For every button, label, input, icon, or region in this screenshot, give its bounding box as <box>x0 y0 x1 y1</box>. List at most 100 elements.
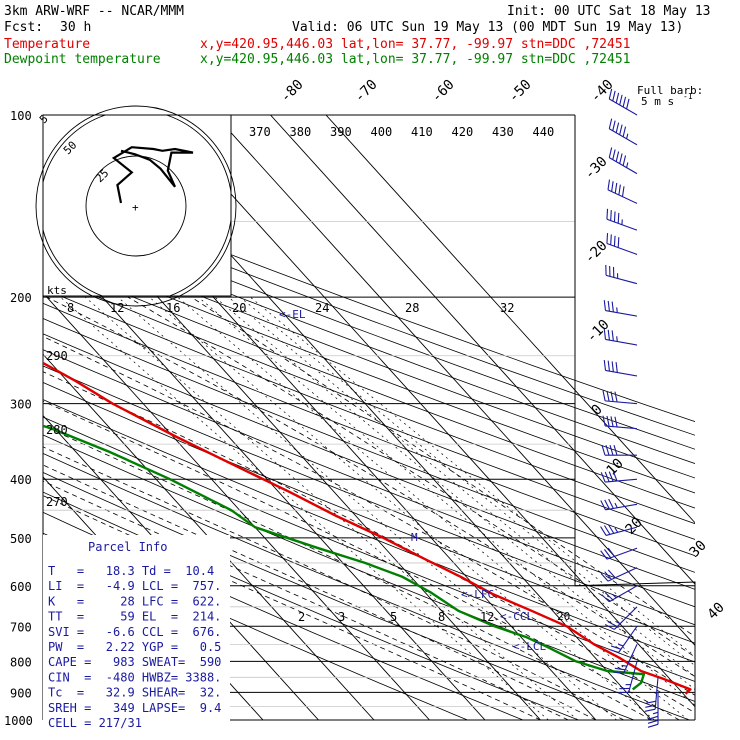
dewpoint-profile-line <box>43 424 646 691</box>
mixing-ratio-line <box>84 296 579 720</box>
wind-barb-full <box>613 211 616 222</box>
mixing-ratio-line <box>239 296 695 667</box>
wind-barb-staff <box>609 585 638 603</box>
moist-adiabat <box>43 495 541 720</box>
isotherm-top-label: -80 <box>278 77 307 106</box>
wind-barb <box>600 567 638 582</box>
mixing-ratio-label: 12 <box>480 610 494 624</box>
temperature-location: x,y=420.95,446.03 lat,lon= 37.77, -99.97… <box>200 37 630 52</box>
wind-barb-full <box>645 700 657 704</box>
wind-barb-full <box>611 301 614 313</box>
wind-barb-staff <box>605 338 638 346</box>
wind-barb-full <box>600 526 607 536</box>
wind-barb-full <box>644 708 656 712</box>
wind-barb-staff <box>606 242 638 255</box>
wind-barb-full <box>608 147 613 158</box>
wind-barb-full <box>600 500 606 511</box>
wind-barb-full <box>606 390 610 402</box>
pressure-tick-label: 300 <box>10 398 32 412</box>
barb-legend-sup: -1 <box>683 92 693 101</box>
wind-barb-staff <box>654 677 659 710</box>
theta-left-label: 280 <box>46 423 68 437</box>
isotherm-right-label: -20 <box>582 238 611 267</box>
wind-barb-full <box>618 184 621 196</box>
isotherm-line <box>325 115 695 524</box>
temperature-profile-line <box>43 361 692 695</box>
wind-barb-full <box>611 361 614 372</box>
init-time: Init: 00 UTC Sat 18 May 13 <box>507 4 711 19</box>
wind-barb-full <box>621 186 625 197</box>
wind-barb-staff <box>606 547 638 560</box>
parcel-info-row: CAPE = 983 SWEAT= 590 <box>48 655 221 669</box>
wind-barb-half <box>616 307 618 313</box>
wind-barb-full <box>619 153 623 164</box>
wind-barb-full <box>605 445 610 456</box>
wind-barb-full <box>603 359 607 371</box>
parcel-info-row: CIN = -480 HWBZ= 3388. <box>48 670 221 684</box>
mixing-ratio-label: 8 <box>67 301 74 315</box>
wind-barb-full <box>613 671 624 674</box>
mixing-ratio-label: 24 <box>315 301 329 315</box>
wind-barb <box>600 498 638 511</box>
wind-barb-full <box>626 98 630 110</box>
parcel-info-row: CELL = 217/31 <box>48 716 142 730</box>
ccl-mixing-label: 20 <box>557 610 570 623</box>
wind-barb <box>608 147 638 175</box>
isotherm-right-label: 20 <box>623 515 646 538</box>
wind-barb-full <box>647 719 659 724</box>
m-marker: M <box>411 531 418 544</box>
wind-barb-full <box>604 571 613 580</box>
wind-barb-full <box>600 573 609 582</box>
wind-barb-full <box>615 122 620 133</box>
theta-label: 440 <box>533 125 555 139</box>
theta-label: 380 <box>290 125 312 139</box>
wind-barb-staff <box>605 274 638 285</box>
wind-barb <box>600 547 638 560</box>
wind-barb-full <box>613 235 616 247</box>
wind-barb-full <box>606 208 609 220</box>
wind-barb-full <box>611 181 614 192</box>
wind-barb <box>602 390 638 405</box>
pressure-tick-label: 200 <box>10 291 32 305</box>
wind-barb-full <box>615 151 620 162</box>
moist-adiabat <box>43 464 597 720</box>
wind-barb <box>602 415 638 430</box>
isotherm-top-label: -50 <box>506 77 535 106</box>
wind-barb-half <box>618 643 624 647</box>
wind-barb-full <box>614 391 618 403</box>
wind-barb-full <box>622 126 627 137</box>
wind-barb-full <box>601 594 610 603</box>
mixing-ratio-label: 5 <box>390 610 397 624</box>
wind-barb <box>618 661 638 694</box>
theta-left-label: 290 <box>46 349 68 363</box>
moist-adiabat <box>43 371 695 714</box>
model-title: 3km ARW-WRF -- NCAR/MMM <box>4 4 184 19</box>
wind-barb <box>605 264 638 285</box>
dewpoint-location: x,y=420.95,446.03 lat,lon= 37.77, -99.97… <box>200 52 630 67</box>
mixing-ratio-label: 2 <box>298 610 305 624</box>
isotherm-top-label: -70 <box>352 77 381 106</box>
temperature-legend: Temperature <box>4 37 90 52</box>
isotherm-line <box>43 292 430 720</box>
wind-barb-full <box>606 233 609 244</box>
wind-barb-full <box>612 471 618 482</box>
parcel-info-row: SREH = 349 LAPSE= 9.4 <box>48 701 221 715</box>
wind-barb-full <box>604 624 615 630</box>
wind-barb-staff <box>605 526 638 536</box>
wind-barb-full <box>615 362 618 373</box>
wind-barb <box>608 88 638 116</box>
wind-barb-full <box>602 415 606 427</box>
isotherm-right-label: 30 <box>687 538 710 561</box>
wind-barb-half <box>614 502 618 509</box>
wind-barb-staff <box>609 98 638 116</box>
mixing-ratio-label: 12 <box>110 301 124 315</box>
isotherm-line <box>43 230 486 720</box>
pressure-tick-label: 700 <box>10 620 32 634</box>
wind-barb-full <box>614 182 618 194</box>
wind-barb-full <box>606 415 610 427</box>
mixing-ratio-line <box>198 296 695 706</box>
pressure-tick-label: 900 <box>10 686 32 700</box>
wind-barb-full <box>607 569 616 579</box>
mixing-ratio-label: 28 <box>405 301 419 315</box>
valid-time: Valid: 06 UTC Sun 19 May 13 (00 MDT Sun … <box>292 20 683 35</box>
